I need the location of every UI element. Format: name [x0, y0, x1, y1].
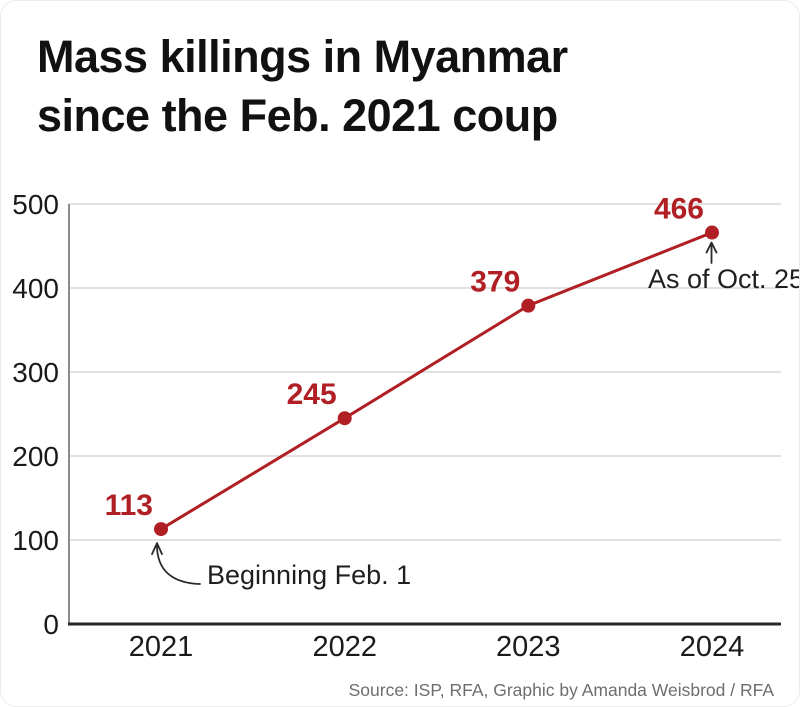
series-line: [160, 231, 713, 531]
x-tick-label: 2021: [129, 631, 194, 663]
y-tick-label: 200: [12, 441, 59, 472]
data-point: [521, 298, 536, 313]
y-tick-label: 300: [12, 357, 59, 388]
chart-title-line1: Mass killings in Myanmar: [37, 31, 568, 82]
annotation-as-of-oct25: As of Oct. 25: [648, 264, 800, 294]
y-tick-label: 500: [12, 189, 59, 220]
x-tick-label: 2024: [680, 631, 745, 663]
chart-title: Mass killings in Myanmar since the Feb. …: [37, 27, 568, 145]
data-point: [337, 411, 352, 426]
y-tick-label: 0: [43, 609, 59, 640]
x-tick-label: 2022: [312, 631, 377, 663]
data-point-value-label: 466: [654, 193, 704, 226]
data-point-value-label: 113: [105, 489, 153, 522]
data-point-value-label: 245: [287, 378, 337, 411]
data-point: [705, 225, 719, 240]
y-tick-label: 400: [12, 273, 59, 304]
annotation-arrow: [705, 241, 718, 264]
data-point: [154, 522, 168, 537]
y-tick-label: 100: [12, 525, 59, 556]
annotation-arrow: [151, 542, 201, 585]
x-tick-label: 2023: [496, 631, 561, 663]
data-point-value-label: 379: [470, 266, 520, 299]
source-credit: Source: ISP, RFA, Graphic by Amanda Weis…: [348, 680, 774, 700]
chart-title-line2: since the Feb. 2021 coup: [37, 90, 558, 141]
annotation-beginning-feb1: Beginning Feb. 1: [207, 560, 412, 590]
